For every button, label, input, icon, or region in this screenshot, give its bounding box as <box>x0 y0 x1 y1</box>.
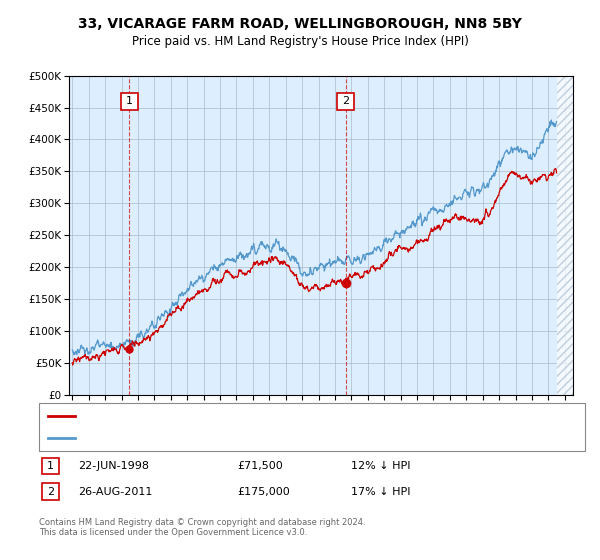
Text: 2: 2 <box>47 487 54 497</box>
Text: 17% ↓ HPI: 17% ↓ HPI <box>351 487 410 497</box>
Text: 1: 1 <box>126 96 133 106</box>
Text: Price paid vs. HM Land Registry's House Price Index (HPI): Price paid vs. HM Land Registry's House … <box>131 35 469 48</box>
Text: 33, VICARAGE FARM ROAD, WELLINGBOROUGH, NN8 5BY: 33, VICARAGE FARM ROAD, WELLINGBOROUGH, … <box>78 17 522 31</box>
Text: 22-JUN-1998: 22-JUN-1998 <box>78 461 149 471</box>
Text: 1: 1 <box>47 461 54 471</box>
Text: Contains HM Land Registry data © Crown copyright and database right 2024.
This d: Contains HM Land Registry data © Crown c… <box>39 518 365 538</box>
Text: 2: 2 <box>342 96 349 106</box>
Text: 33, VICARAGE FARM ROAD, WELLINGBOROUGH, NN8 5BY (detached house): 33, VICARAGE FARM ROAD, WELLINGBOROUGH, … <box>80 411 449 421</box>
Text: HPI: Average price, detached house, North Northamptonshire: HPI: Average price, detached house, Nort… <box>80 433 380 443</box>
Text: £71,500: £71,500 <box>237 461 283 471</box>
Bar <box>557 76 573 395</box>
Text: 26-AUG-2011: 26-AUG-2011 <box>78 487 152 497</box>
Text: £175,000: £175,000 <box>237 487 290 497</box>
Bar <box>557 76 573 395</box>
Text: 12% ↓ HPI: 12% ↓ HPI <box>351 461 410 471</box>
